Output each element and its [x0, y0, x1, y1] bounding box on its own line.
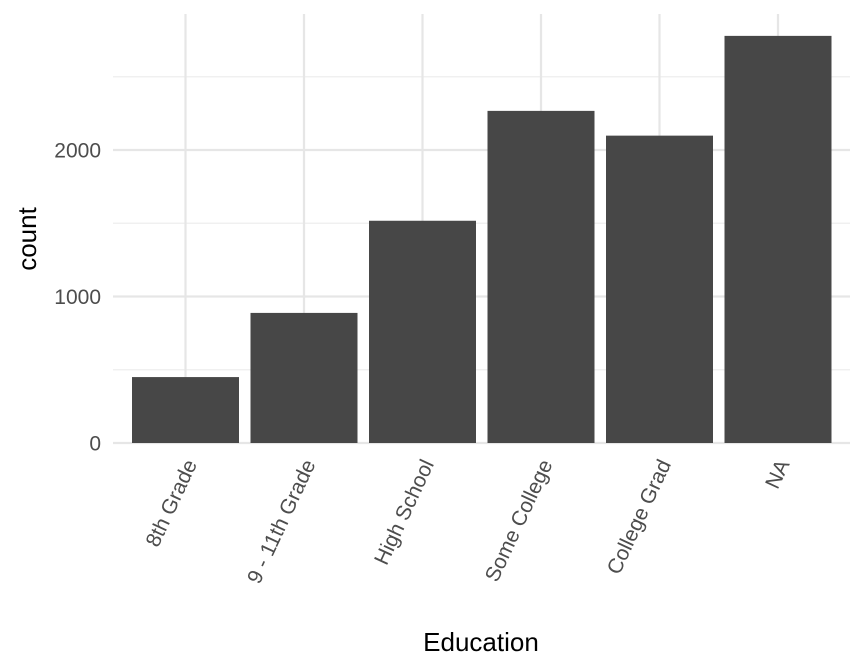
- y-tick-label: 1000: [54, 286, 101, 309]
- x-tick-label: College Grad: [603, 456, 676, 578]
- bars-layer: [132, 35, 832, 443]
- bar: [487, 110, 595, 443]
- y-tick-labels: 0 1000 2000: [54, 140, 101, 456]
- y-axis-title: count: [12, 206, 42, 270]
- y-tick-label: 2000: [54, 140, 101, 163]
- x-tick-label: High School: [370, 456, 439, 568]
- bar: [369, 220, 476, 443]
- y-tick-label: 0: [89, 433, 101, 456]
- x-axis-title: Education: [423, 627, 539, 657]
- x-tick-label: 8th Grade: [142, 456, 202, 550]
- bar: [606, 135, 713, 443]
- x-tick-label: 9 - 11th Grade: [243, 456, 320, 587]
- bar: [724, 35, 832, 443]
- bar: [250, 312, 358, 443]
- x-tick-label: Some College: [481, 456, 558, 585]
- bar: [132, 377, 239, 443]
- x-tick-label: NA: [761, 456, 794, 492]
- x-tick-labels: 8th Grade 9 - 11th Grade High School Some C…: [142, 456, 795, 587]
